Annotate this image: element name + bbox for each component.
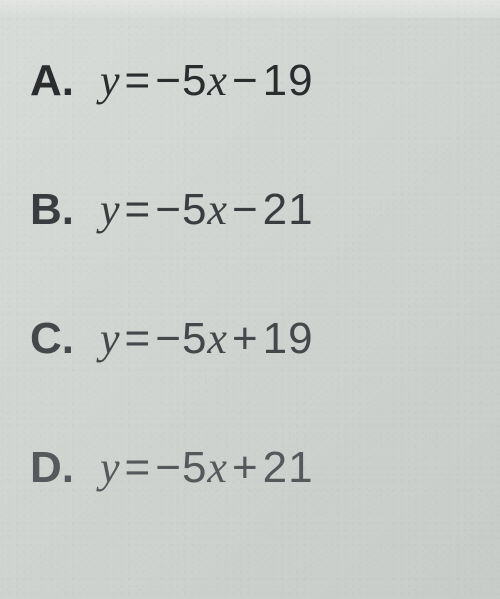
constant: 21 bbox=[263, 185, 314, 234]
constant: 21 bbox=[263, 443, 314, 492]
neg-sign: − bbox=[155, 314, 182, 363]
option-equation: y=−5x+21 bbox=[100, 442, 314, 493]
equals: = bbox=[121, 314, 156, 363]
option-letter: A. bbox=[30, 56, 100, 106]
option-equation: y=−5x−19 bbox=[100, 55, 314, 106]
neg-sign: − bbox=[155, 443, 182, 492]
coef: 5 bbox=[182, 314, 207, 363]
var-y: y bbox=[100, 443, 121, 492]
equals: = bbox=[121, 185, 156, 234]
var-y: y bbox=[100, 314, 121, 363]
constant: 19 bbox=[263, 56, 314, 105]
operator: − bbox=[228, 56, 263, 105]
option-b: B. y=−5x−21 bbox=[30, 184, 490, 235]
equals: = bbox=[121, 443, 156, 492]
option-a: A. y=−5x−19 bbox=[30, 55, 490, 106]
neg-sign: − bbox=[155, 56, 182, 105]
var-x: x bbox=[207, 56, 228, 105]
constant: 19 bbox=[263, 314, 314, 363]
var-y: y bbox=[100, 185, 121, 234]
option-d: D. y=−5x+21 bbox=[30, 442, 490, 493]
var-y: y bbox=[100, 56, 121, 105]
operator: + bbox=[228, 443, 263, 492]
answer-options: A. y=−5x−19 B. y=−5x−21 C. y=−5x+19 D. y… bbox=[30, 55, 490, 571]
var-x: x bbox=[207, 314, 228, 363]
operator: − bbox=[228, 185, 263, 234]
equals: = bbox=[121, 56, 156, 105]
coef: 5 bbox=[182, 185, 207, 234]
option-letter: B. bbox=[30, 185, 100, 235]
neg-sign: − bbox=[155, 185, 182, 234]
var-x: x bbox=[207, 185, 228, 234]
top-stripe bbox=[0, 0, 500, 18]
option-equation: y=−5x−21 bbox=[100, 184, 314, 235]
option-c: C. y=−5x+19 bbox=[30, 313, 490, 364]
coef: 5 bbox=[182, 443, 207, 492]
option-equation: y=−5x+19 bbox=[100, 313, 314, 364]
var-x: x bbox=[207, 443, 228, 492]
coef: 5 bbox=[182, 56, 207, 105]
option-letter: D. bbox=[30, 443, 100, 493]
operator: + bbox=[228, 314, 263, 363]
option-letter: C. bbox=[30, 314, 100, 364]
